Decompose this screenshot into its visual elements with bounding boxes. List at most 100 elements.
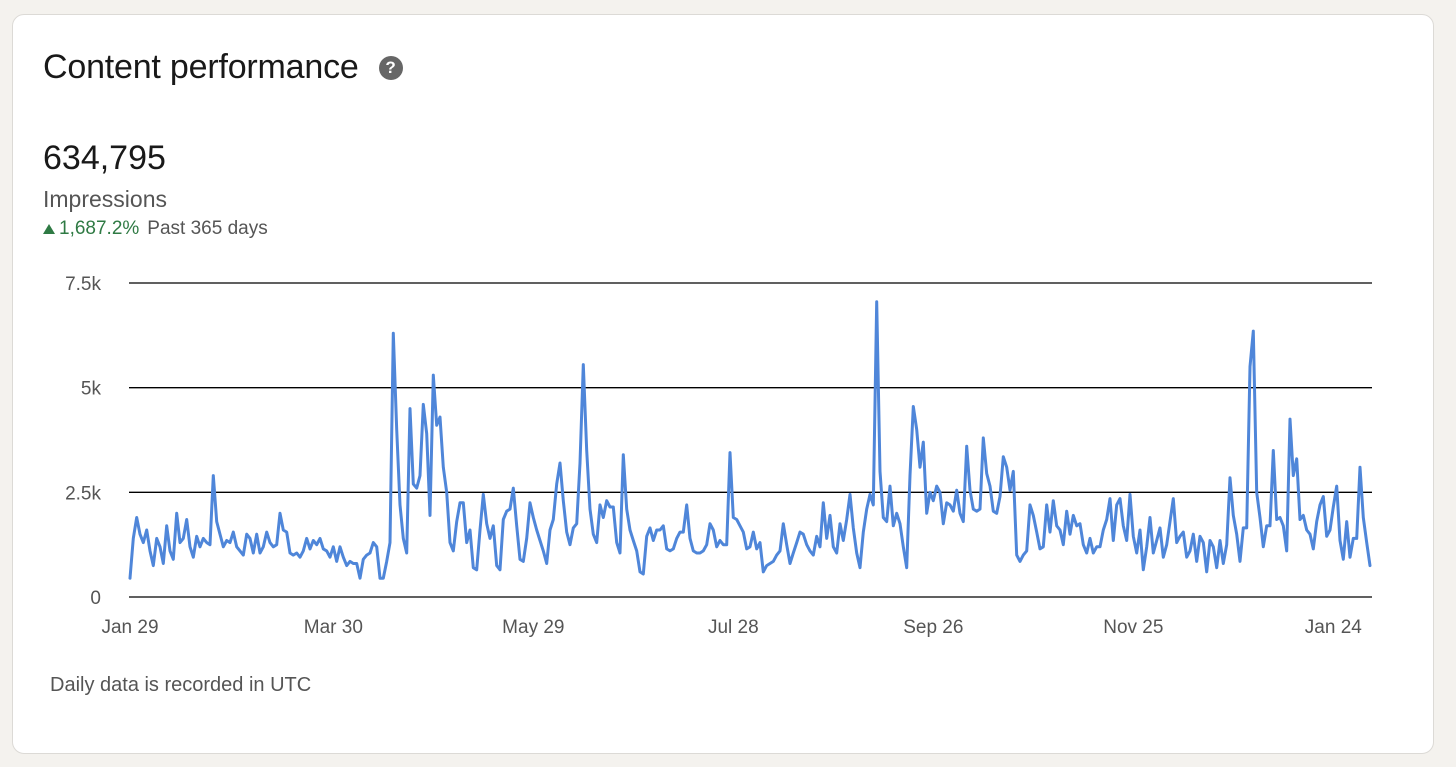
data-point [1025, 549, 1029, 553]
data-point [578, 461, 582, 465]
up-triangle-icon [43, 224, 55, 234]
data-point [855, 551, 859, 555]
data-point [1301, 513, 1305, 517]
data-point [1155, 539, 1159, 543]
data-point [801, 532, 805, 536]
data-point [628, 528, 632, 532]
data-point [428, 513, 432, 517]
data-point [1011, 469, 1015, 473]
data-point [408, 407, 412, 411]
data-point [211, 474, 215, 478]
data-point [1278, 516, 1282, 520]
data-point [565, 530, 569, 534]
data-point [815, 534, 819, 538]
data-point [451, 549, 455, 553]
data-point [368, 551, 372, 555]
data-point [831, 545, 835, 549]
data-point [1251, 329, 1255, 333]
data-point [161, 562, 165, 566]
data-point [1088, 536, 1092, 540]
question-circle-icon[interactable]: ? [378, 55, 403, 80]
data-point [548, 528, 552, 532]
data-point [1045, 503, 1049, 507]
data-point [625, 507, 629, 511]
data-point [1288, 417, 1292, 421]
data-point [1341, 557, 1345, 561]
data-point [471, 566, 475, 570]
data-point [1221, 562, 1225, 566]
data-point [498, 568, 502, 572]
data-point [715, 545, 719, 549]
x-tick-label: Jan 29 [101, 617, 158, 638]
data-point [1228, 476, 1232, 480]
data-point [921, 440, 925, 444]
data-point [758, 541, 762, 545]
data-point [1048, 530, 1052, 534]
data-point [435, 423, 439, 427]
data-point [828, 513, 832, 517]
data-point [538, 539, 542, 543]
data-point [165, 524, 169, 528]
impressions-series-line [128, 300, 1372, 580]
data-point [561, 499, 565, 503]
data-point [585, 449, 589, 453]
data-point [648, 526, 652, 530]
data-point [805, 543, 809, 547]
data-point [651, 539, 655, 543]
data-point [485, 522, 489, 526]
data-point [591, 532, 595, 536]
data-point [1151, 551, 1155, 555]
data-point [1115, 503, 1119, 507]
data-point [495, 564, 499, 568]
data-point [685, 503, 689, 507]
data-point [708, 522, 712, 526]
data-point [995, 511, 999, 515]
data-point [275, 543, 279, 547]
data-point [341, 555, 345, 559]
data-point [301, 549, 305, 553]
data-point [1328, 528, 1332, 532]
data-point [848, 492, 852, 496]
data-point [551, 518, 555, 522]
data-point [235, 545, 239, 549]
data-point [148, 549, 152, 553]
data-point [1185, 555, 1189, 559]
data-point [958, 511, 962, 515]
change-indicator: 1,687.2% Past 365 days [43, 218, 268, 240]
data-point [461, 501, 465, 505]
data-point [618, 551, 622, 555]
data-point [318, 536, 322, 540]
data-point [711, 528, 715, 532]
data-point [575, 522, 579, 526]
data-point [321, 547, 325, 551]
data-point [971, 507, 975, 511]
x-tick-label: Mar 30 [304, 617, 363, 638]
data-point [875, 300, 879, 304]
data-point [411, 482, 415, 486]
data-point [1015, 553, 1019, 557]
data-point [775, 553, 779, 557]
impressions-total: 634,795 [43, 139, 166, 177]
y-tick-label: 5k [81, 379, 102, 400]
x-tick-label: Jan 24 [1305, 617, 1362, 638]
data-point [1161, 555, 1165, 559]
data-point [731, 516, 735, 520]
data-point [1165, 543, 1169, 547]
data-point [1085, 551, 1089, 555]
data-point [518, 557, 522, 561]
data-point [1218, 539, 1222, 543]
data-point [545, 562, 549, 566]
data-point [931, 499, 935, 503]
impressions-label: Impressions [43, 186, 167, 212]
data-point [508, 507, 512, 511]
data-point [1098, 545, 1102, 549]
data-point [1121, 524, 1125, 528]
data-point [441, 465, 445, 469]
data-point [811, 553, 815, 557]
data-point [841, 539, 845, 543]
data-point [395, 428, 399, 432]
data-point [745, 547, 749, 551]
data-point [1128, 492, 1132, 496]
data-point [1311, 547, 1315, 551]
data-point [128, 576, 132, 580]
